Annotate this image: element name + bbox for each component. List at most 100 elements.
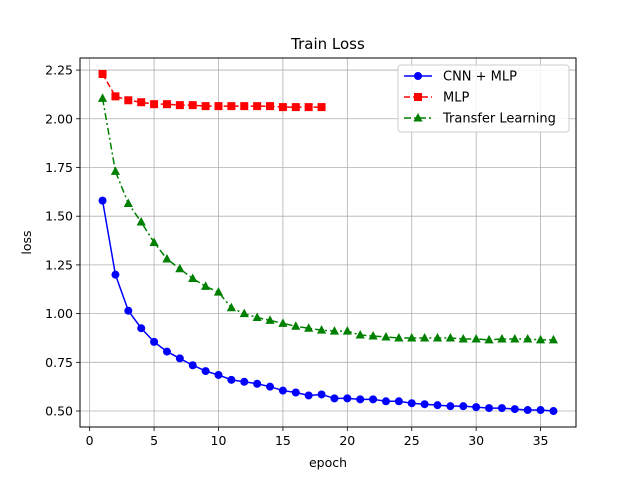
series-layer bbox=[97, 69, 559, 416]
data-point-transfer-learning bbox=[239, 308, 249, 318]
legend-marker-cnn-mlp bbox=[414, 72, 422, 80]
y-tick-label: 1.25 bbox=[45, 257, 73, 272]
y-tick-label: 1.00 bbox=[45, 306, 73, 321]
data-point-cnn-mlp bbox=[497, 404, 506, 413]
data-point-cnn-mlp bbox=[214, 370, 223, 379]
data-point-transfer-learning bbox=[149, 237, 159, 246]
data-point-mlp bbox=[266, 102, 275, 111]
data-point-transfer-learning bbox=[278, 318, 288, 327]
data-point-cnn-mlp bbox=[510, 405, 519, 414]
data-point-cnn-mlp bbox=[420, 400, 429, 409]
data-point-mlp bbox=[124, 96, 133, 105]
data-point-cnn-mlp bbox=[356, 395, 365, 404]
data-point-transfer-learning bbox=[368, 331, 378, 340]
data-point-cnn-mlp bbox=[394, 397, 403, 406]
data-point-cnn-mlp bbox=[433, 401, 442, 410]
data-point-cnn-mlp bbox=[201, 367, 210, 376]
data-point-cnn-mlp bbox=[304, 391, 313, 400]
data-point-mlp bbox=[304, 103, 313, 112]
x-tick-label: 5 bbox=[150, 433, 158, 448]
data-point-transfer-learning bbox=[136, 217, 146, 226]
series-transfer-learning bbox=[97, 93, 559, 344]
data-point-cnn-mlp bbox=[278, 386, 287, 395]
data-point-transfer-learning bbox=[188, 273, 198, 283]
x-tick-label: 30 bbox=[468, 433, 484, 448]
data-point-cnn-mlp bbox=[253, 379, 262, 388]
data-point-transfer-learning bbox=[97, 93, 108, 102]
data-point-cnn-mlp bbox=[162, 347, 171, 356]
data-point-cnn-mlp bbox=[266, 382, 275, 391]
data-point-cnn-mlp bbox=[381, 397, 390, 406]
data-point-transfer-learning bbox=[355, 330, 365, 339]
data-point-cnn-mlp bbox=[317, 390, 326, 399]
data-point-transfer-learning bbox=[265, 315, 275, 324]
data-point-cnn-mlp bbox=[150, 337, 159, 346]
data-point-cnn-mlp bbox=[446, 402, 455, 411]
data-point-cnn-mlp bbox=[111, 270, 120, 279]
data-point-cnn-mlp bbox=[485, 404, 494, 413]
data-point-transfer-learning bbox=[201, 281, 211, 290]
data-point-transfer-learning bbox=[304, 323, 314, 332]
legend: CNN + MLP MLP Transfer Learning bbox=[397, 64, 570, 133]
data-point-transfer-learning bbox=[394, 332, 404, 342]
data-point-cnn-mlp bbox=[98, 196, 107, 205]
data-point-transfer-learning bbox=[213, 287, 224, 296]
legend-label-transfer-learning: Transfer Learning bbox=[442, 112, 556, 127]
x-tick-label: 0 bbox=[86, 433, 94, 448]
data-point-transfer-learning bbox=[548, 334, 559, 344]
data-point-mlp bbox=[201, 102, 210, 111]
data-point-transfer-learning bbox=[510, 333, 520, 343]
series-mlp bbox=[98, 69, 326, 112]
data-point-cnn-mlp bbox=[343, 394, 352, 403]
legend-label-mlp: MLP bbox=[443, 91, 469, 106]
data-point-cnn-mlp bbox=[407, 399, 416, 408]
data-point-transfer-learning bbox=[523, 333, 533, 343]
data-point-mlp bbox=[150, 100, 159, 109]
x-tick-label: 20 bbox=[339, 433, 355, 448]
data-point-transfer-learning bbox=[175, 263, 185, 273]
x-tick-label: 25 bbox=[404, 433, 420, 448]
legend-label-cnn-mlp: CNN + MLP bbox=[443, 70, 517, 85]
data-point-transfer-learning bbox=[252, 312, 262, 322]
data-point-cnn-mlp bbox=[523, 406, 532, 415]
data-point-cnn-mlp bbox=[188, 361, 197, 370]
data-point-cnn-mlp bbox=[240, 377, 249, 386]
data-point-transfer-learning bbox=[123, 198, 133, 208]
data-point-mlp bbox=[291, 103, 300, 112]
data-point-transfer-learning bbox=[535, 334, 546, 344]
data-point-mlp bbox=[137, 98, 146, 107]
y-tick-label: 1.75 bbox=[45, 160, 73, 175]
data-point-cnn-mlp bbox=[227, 375, 236, 384]
data-point-cnn-mlp bbox=[549, 407, 558, 416]
y-tick-label: 0.50 bbox=[45, 404, 73, 419]
data-point-mlp bbox=[98, 69, 107, 78]
legend-frame bbox=[397, 64, 570, 133]
data-point-cnn-mlp bbox=[330, 394, 339, 403]
data-point-transfer-learning bbox=[471, 333, 481, 343]
data-point-cnn-mlp bbox=[291, 388, 300, 397]
data-point-transfer-learning bbox=[226, 302, 236, 312]
y-tick-label: 1.50 bbox=[45, 209, 73, 224]
data-point-mlp bbox=[253, 102, 262, 111]
y-tick-label: 0.75 bbox=[45, 355, 73, 370]
data-point-mlp bbox=[175, 101, 184, 110]
plot-frame bbox=[79, 57, 577, 428]
data-point-mlp bbox=[111, 92, 120, 101]
tick-layer: 0 5 10 15 20 25 30 35 0.50 0.75 1.00 1.25 1.50 1.75 2.… bbox=[45, 63, 548, 448]
data-point-transfer-learning bbox=[432, 332, 443, 342]
data-point-transfer-learning bbox=[291, 321, 301, 330]
data-point-mlp bbox=[317, 103, 326, 112]
data-point-cnn-mlp bbox=[175, 354, 184, 363]
y-axis-label: loss bbox=[19, 230, 34, 254]
data-point-transfer-learning bbox=[458, 333, 468, 343]
data-point-mlp bbox=[162, 100, 171, 109]
data-point-cnn-mlp bbox=[472, 403, 481, 412]
data-point-transfer-learning bbox=[162, 254, 172, 263]
data-point-cnn-mlp bbox=[137, 324, 146, 333]
data-point-transfer-learning bbox=[381, 331, 391, 341]
data-point-mlp bbox=[278, 103, 287, 112]
chart-title: Train Loss bbox=[290, 35, 365, 53]
x-tick-label: 15 bbox=[275, 433, 291, 448]
legend-marker-transfer-learning bbox=[413, 113, 423, 122]
